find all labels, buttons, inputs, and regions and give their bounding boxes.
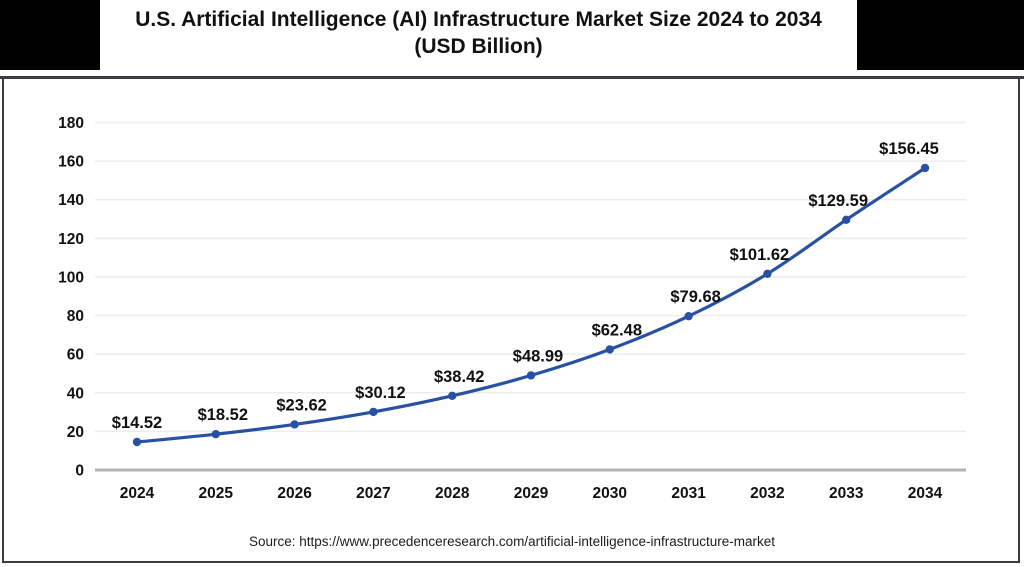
x-tick-label: 2034 [908,485,943,502]
x-tick-label: 2024 [120,485,155,502]
data-point-label: $129.59 [808,192,868,210]
data-point-label: $30.12 [355,384,405,402]
data-point-label: $101.62 [730,246,790,264]
data-point-label: $156.45 [879,140,939,158]
x-tick-label: 2027 [356,485,390,502]
data-point-label: $23.62 [276,396,326,414]
x-tick-label: 2032 [750,485,784,502]
chart-title: U.S. Artificial Intelligence (AI) Infras… [135,8,822,31]
y-tick-label: 160 [58,154,84,171]
x-tick-label: 2025 [199,485,234,502]
data-point [605,345,614,354]
y-tick-label: 180 [58,115,84,132]
data-point [526,371,536,380]
y-tick-label: 100 [58,269,84,286]
data-point [211,430,220,439]
x-tick-label: 2028 [435,485,470,502]
data-point [763,269,772,278]
data-point [290,420,299,429]
data-point [132,437,142,447]
data-point-label: $79.68 [670,288,720,306]
y-tick-label: 80 [67,308,84,325]
source-text: Source: https://www.precedenceresearch.c… [249,534,775,549]
data-point-label: $18.52 [198,406,248,424]
y-tick-label: 60 [67,347,84,364]
y-tick-label: 120 [58,231,84,248]
x-tick-label: 2026 [277,485,312,502]
data-point [448,391,457,400]
y-tick-label: 0 [75,463,84,480]
x-tick-label: 2029 [514,485,549,502]
y-tick-label: 40 [67,385,84,402]
data-point-label: $62.48 [592,321,642,339]
data-point-label: $38.42 [434,368,484,386]
data-point-label: $48.99 [513,347,563,365]
data-point [920,163,930,173]
chart-frame [2,77,1020,563]
chart-subtitle: (USD Billion) [414,35,543,58]
series-line [135,166,927,444]
x-tick-label: 2031 [671,485,706,502]
chart-title-box: U.S. Artificial Intelligence (AI) Infras… [100,0,857,76]
data-point [369,407,378,417]
frame-top-border [0,76,1024,79]
data-point [842,215,851,224]
y-tick-label: 140 [58,192,84,209]
y-tick-label: 20 [67,424,84,441]
x-tick-label: 2033 [829,485,864,502]
data-point-label: $14.52 [112,414,162,432]
x-tick-label: 2030 [593,485,627,502]
data-point [684,312,693,321]
